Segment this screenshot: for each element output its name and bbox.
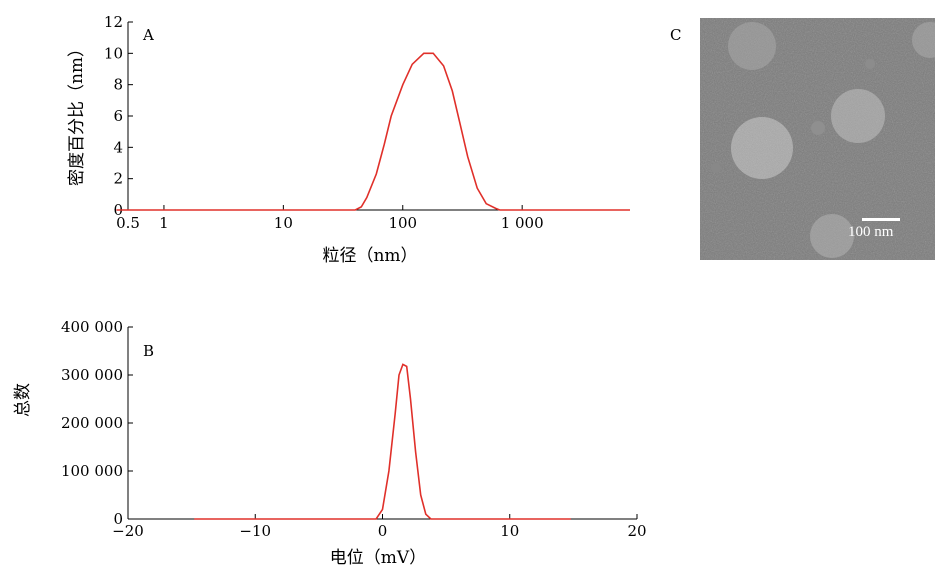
panel-a-ylabel: 密度百分比（nm） [67,40,87,186]
panel-a-x-tick-label: 1 000 [501,214,544,232]
panel-a-y-tick-label: 2 [113,170,123,188]
panel-b-ylabel: 总数 [13,383,33,417]
nanoparticle [728,22,776,70]
panel-a-x-tick-label: 100 [388,214,417,232]
nanoparticle [865,59,875,69]
panel-a-xlabel: 粒径（nm） [322,246,417,266]
panel-b-y-tick-label: 100 000 [61,462,123,480]
panel-b-x-tick-label: 20 [627,522,646,540]
panel-a-letter: A [142,26,154,44]
panel-a-y-tick-label: 4 [113,138,123,156]
panel-a-x-tick-label: 10 [274,214,293,232]
panel-b-letter: B [143,342,154,360]
panel-a-y-tick-label: 10 [104,44,123,62]
panel-c-letter: C [670,26,681,44]
panel-b-x-tick-label: −20 [112,522,144,540]
scale-bar [862,218,900,221]
panel-b-y-tick-label: 400 000 [61,318,123,336]
panel-b-y-ticks: 0 100 000 200 000 300 000 400 000 [61,318,133,528]
panel-b-y-tick-label: 300 000 [61,366,123,384]
nanoparticle [912,22,935,58]
panel-b-x-ticks: −20 −10 0 10 20 [112,514,647,540]
scale-bar-label: 100 nm [848,224,894,240]
tem-image [700,18,935,260]
panel-b-y-tick-label: 200 000 [61,414,123,432]
panel-b-x-tick-label: −10 [239,522,271,540]
nanoparticle [831,89,885,143]
panel-b-xlabel: 电位（mV） [330,548,426,565]
nanoparticle [711,163,721,173]
panel-b-y-tick-label: 0 [113,510,123,528]
panel-b-x-tick-label: 10 [500,522,519,540]
panel-b-series-line [194,363,571,520]
panel-a-series-line [116,52,630,211]
panel-a-x-tick-label: 0.5 [116,214,140,232]
panel-b-x-tick-label: 0 [378,522,388,540]
panel-a-x-ticks: 0.5 1 10 100 1 000 [116,205,544,232]
panel-a-y-tick-label: 8 [113,76,123,94]
nanoparticle [811,121,825,135]
panel-a-y-tick-label: 12 [104,13,123,31]
panel-c-tem-micrograph: 100 nm [700,18,935,260]
panel-a-x-tick-label: 1 [159,214,169,232]
panel-b: B 0 100 000 200 000 300 000 400 000 −20 −10 0 1… [13,318,647,565]
nanoparticle [731,117,793,179]
nanoparticle [810,214,854,258]
panel-a-y-tick-label: 6 [113,107,123,125]
